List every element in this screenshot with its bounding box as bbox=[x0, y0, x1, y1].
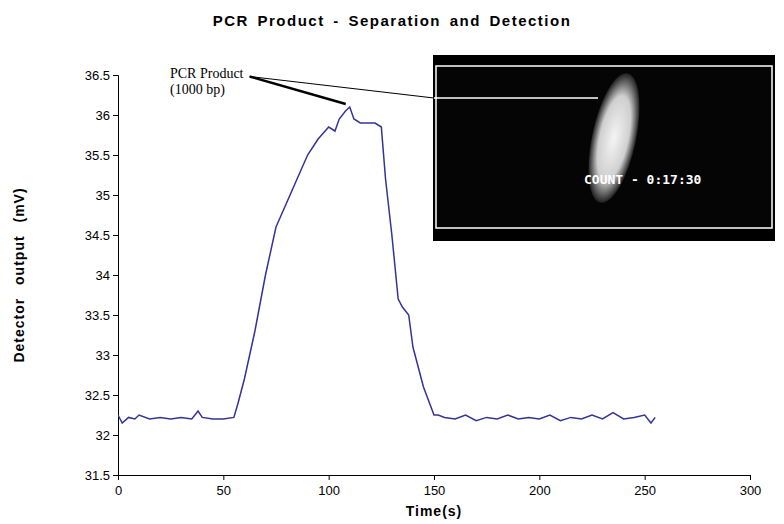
x-tick-label: 0 bbox=[115, 483, 122, 498]
leader-line bbox=[250, 77, 346, 105]
inset-frame bbox=[434, 56, 774, 240]
y-tick-label: 34 bbox=[96, 268, 110, 283]
y-tick: 34 bbox=[96, 268, 118, 283]
leader-line bbox=[250, 77, 434, 99]
y-tick: 32 bbox=[96, 428, 118, 443]
y-tick: 33 bbox=[96, 348, 118, 363]
inset-inner-frame bbox=[436, 66, 772, 228]
y-axis-line bbox=[113, 76, 119, 476]
x-tick: 300 bbox=[740, 475, 762, 498]
x-tick-label: 150 bbox=[424, 483, 446, 498]
y-axis-title: Detector output (mV) bbox=[11, 187, 27, 362]
x-tick-mark bbox=[223, 475, 224, 480]
y-tick-mark bbox=[113, 115, 118, 116]
inset-pointer bbox=[434, 97, 598, 99]
x-tick-mark bbox=[750, 475, 751, 480]
x-tick: 100 bbox=[318, 475, 340, 498]
x-tick: 50 bbox=[217, 475, 231, 498]
x-tick-mark bbox=[539, 475, 540, 480]
annotation-text: (1000 bp) bbox=[170, 82, 225, 98]
y-tick-mark bbox=[113, 475, 118, 476]
y-tick-mark bbox=[113, 435, 118, 436]
inset-image: COUNT - 0:17:30 bbox=[434, 56, 774, 240]
inset-text: COUNT - 0:17:30 bbox=[584, 172, 702, 187]
x-tick-label: 300 bbox=[740, 483, 762, 498]
y-tick: 32.5 bbox=[85, 388, 118, 403]
y-tick-mark bbox=[113, 395, 118, 396]
x-axis-title: Time(s) bbox=[406, 503, 463, 519]
y-axis: 31.5 32 32.5 33 33.5 34 34.5 35 35.5 36 36.5 bbox=[85, 68, 119, 483]
x-tick: 250 bbox=[634, 475, 656, 498]
y-tick-mark bbox=[113, 355, 118, 356]
y-tick: 35.5 bbox=[85, 148, 118, 163]
x-tick-label: 50 bbox=[217, 483, 231, 498]
y-tick-label: 31.5 bbox=[85, 468, 110, 483]
y-tick: 34.5 bbox=[85, 228, 118, 243]
annotation-text: PCR Product bbox=[170, 66, 244, 81]
y-tick-label: 33 bbox=[96, 348, 110, 363]
y-tick-mark bbox=[113, 315, 118, 316]
y-tick-label: 35 bbox=[96, 188, 110, 203]
chart-title: PCR Product - Separation and Detection bbox=[213, 12, 572, 29]
y-tick-mark bbox=[113, 155, 118, 156]
y-tick: 33.5 bbox=[85, 308, 118, 323]
x-tick-label: 200 bbox=[529, 483, 551, 498]
y-tick: 36.5 bbox=[85, 68, 118, 83]
y-tick-label: 36 bbox=[96, 108, 110, 123]
y-tick-mark bbox=[113, 275, 118, 276]
y-tick-label: 32.5 bbox=[85, 388, 110, 403]
y-tick: 36 bbox=[96, 108, 118, 123]
y-tick-mark bbox=[113, 75, 118, 76]
y-tick-label: 35.5 bbox=[85, 148, 110, 163]
x-tick: 0 bbox=[115, 475, 122, 498]
x-tick-mark bbox=[329, 475, 330, 480]
x-tick-label: 100 bbox=[318, 483, 340, 498]
x-tick: 200 bbox=[529, 475, 551, 498]
x-tick-mark bbox=[645, 475, 646, 480]
x-axis-line bbox=[119, 476, 751, 481]
y-tick-mark bbox=[113, 235, 118, 236]
annotation: PCR Product(1000 bp) bbox=[170, 66, 434, 104]
x-tick-mark bbox=[434, 475, 435, 480]
x-axis: 0 50 100 150 200 250 300 bbox=[115, 475, 761, 498]
y-tick-label: 34.5 bbox=[85, 228, 110, 243]
y-tick-mark bbox=[113, 195, 118, 196]
chart: PCR Product - Separation and Detection 0 5… bbox=[0, 0, 784, 524]
x-tick: 150 bbox=[424, 475, 446, 498]
x-tick-label: 250 bbox=[634, 483, 656, 498]
y-tick: 35 bbox=[96, 188, 118, 203]
y-tick-label: 36.5 bbox=[85, 68, 110, 83]
y-tick-label: 33.5 bbox=[85, 308, 110, 323]
y-tick: 31.5 bbox=[85, 468, 118, 483]
y-tick-label: 32 bbox=[96, 428, 110, 443]
